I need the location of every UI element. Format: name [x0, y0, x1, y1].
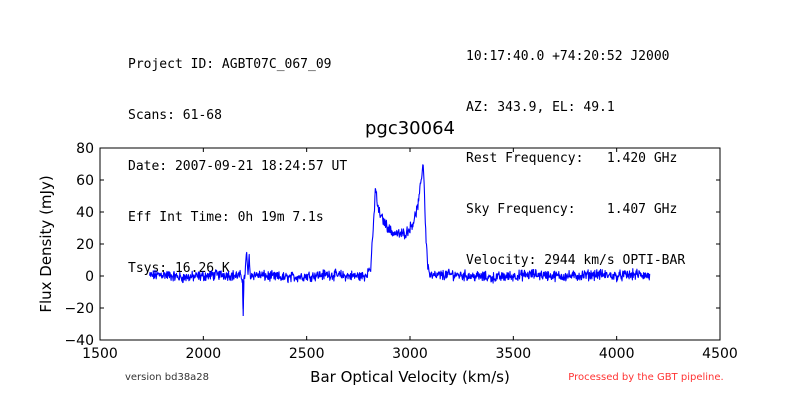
x-tick-label: 4500 — [702, 346, 738, 362]
plot-frame — [99, 147, 721, 341]
y-tick-label: 0 — [85, 269, 94, 285]
coordinates-text: 10:17:40.0 +74:20:52 J2000 — [466, 49, 670, 64]
processed-text: Processed by the GBT pipeline. — [568, 372, 723, 383]
x-tick-label: 2000 — [186, 346, 222, 362]
y-tick-label: 40 — [76, 205, 94, 221]
y-tick-label: 20 — [76, 237, 94, 253]
y-tick-label: 60 — [76, 173, 94, 189]
int-time-text: Eff Int Time: 0h 19m 7.1s — [128, 210, 324, 225]
project-id-text: Project ID: AGBT07C_067_09 — [128, 57, 332, 72]
y-tick-label: −40 — [64, 333, 94, 349]
x-tick-label: 3000 — [392, 346, 428, 362]
y-tick-label: 80 — [76, 141, 94, 157]
header-right-block: 10:17:40.0 +74:20:52 J2000 AZ: 343.9, EL… — [466, 14, 685, 286]
version-text: version bd38a28 — [125, 372, 209, 383]
y-tick-label: −20 — [64, 301, 94, 317]
header-left-block: Project ID: AGBT07C_067_09 Scans: 61-68 … — [128, 22, 347, 294]
spectrum-spike-line — [242, 279, 245, 317]
x-tick-label: 1500 — [82, 346, 118, 362]
scans-text: Scans: 61-68 — [128, 108, 222, 123]
date-text: Date: 2007-09-21 18:24:57 UT — [128, 159, 348, 174]
sky-frequency-text: Sky Frequency: 1.407 GHz — [466, 202, 678, 217]
y-axis-label: Flux Density (mJy) — [37, 175, 55, 312]
x-axis-label: Bar Optical Velocity (km/s) — [310, 368, 510, 386]
rest-frequency-text: Rest Frequency: 1.420 GHz — [466, 151, 678, 166]
x-tick-label: 2500 — [289, 346, 325, 362]
az-el-text: AZ: 343.9, EL: 49.1 — [466, 100, 615, 115]
spectrum-line — [149, 164, 651, 310]
chart-title: pgc30064 — [365, 118, 455, 139]
x-tick-label: 3500 — [496, 346, 532, 362]
velocity-text: Velocity: 2944 km/s OPTI-BAR — [466, 253, 686, 268]
x-tick-label: 4000 — [599, 346, 635, 362]
plot-layer: 1500 2000 2500 3000 3500 4000 4500 −40 −20 0 20 40 6… — [64, 141, 737, 362]
